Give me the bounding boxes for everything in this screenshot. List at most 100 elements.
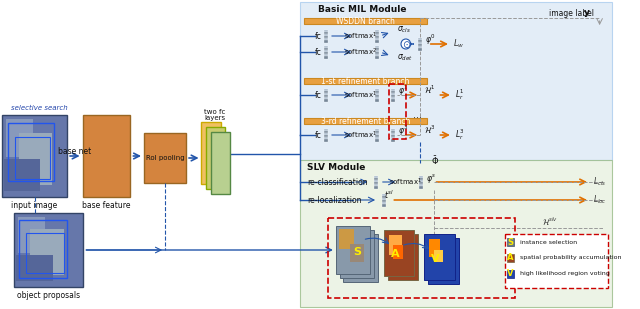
Bar xyxy=(324,45,328,48)
Text: $\varphi^3$: $\varphi^3$ xyxy=(398,124,408,138)
Text: V: V xyxy=(431,254,440,264)
Bar xyxy=(375,56,379,58)
Bar xyxy=(342,233,358,253)
Text: base feature: base feature xyxy=(83,201,131,210)
Text: softmax$^2$: softmax$^2$ xyxy=(344,46,377,58)
Text: selective search: selective search xyxy=(11,105,68,111)
Bar xyxy=(384,230,415,276)
Bar xyxy=(382,204,386,206)
Bar xyxy=(375,95,379,97)
Bar xyxy=(324,99,328,101)
Text: two fc: two fc xyxy=(204,109,225,115)
Bar xyxy=(375,45,379,48)
Bar xyxy=(375,135,379,137)
Text: A: A xyxy=(391,249,399,259)
Bar xyxy=(340,230,374,278)
Bar xyxy=(300,160,612,307)
Bar xyxy=(304,18,427,24)
Bar xyxy=(374,186,378,188)
Text: $\mathbf{y}$: $\mathbf{y}$ xyxy=(583,7,591,19)
Bar xyxy=(419,184,423,186)
Bar xyxy=(504,234,608,288)
Bar xyxy=(375,133,379,135)
Bar xyxy=(419,40,422,42)
Bar xyxy=(8,123,54,181)
Bar xyxy=(382,193,386,196)
Bar xyxy=(324,135,328,137)
Bar xyxy=(382,200,386,202)
Text: 1-st refinement branch: 1-st refinement branch xyxy=(321,77,410,86)
Bar xyxy=(19,133,52,185)
Text: S: S xyxy=(508,238,513,247)
Bar xyxy=(375,40,379,43)
Text: layers: layers xyxy=(204,115,225,121)
Bar xyxy=(211,132,230,194)
Text: softmax$^1$: softmax$^1$ xyxy=(344,129,377,141)
Bar xyxy=(324,133,328,135)
Text: $\mathcal{H}^3$: $\mathcal{H}^3$ xyxy=(424,124,435,136)
Bar xyxy=(374,180,378,182)
Bar xyxy=(339,229,354,249)
Bar xyxy=(16,255,52,281)
Bar xyxy=(144,133,186,183)
Text: WSDDN branch: WSDDN branch xyxy=(336,16,395,26)
Bar xyxy=(419,182,423,184)
Bar xyxy=(324,97,328,99)
Bar xyxy=(354,248,367,266)
Text: $L_{cls}$: $L_{cls}$ xyxy=(593,176,606,188)
Bar xyxy=(375,97,379,99)
Text: $\varphi^1$: $\varphi^1$ xyxy=(398,84,408,98)
Bar xyxy=(419,48,422,50)
Bar xyxy=(375,52,379,54)
Bar xyxy=(324,54,328,56)
Bar xyxy=(336,226,371,274)
Bar xyxy=(304,78,427,84)
Bar xyxy=(375,91,379,93)
Bar xyxy=(433,243,444,261)
Text: 3-rd refinement branch: 3-rd refinement branch xyxy=(321,116,410,125)
Text: input image: input image xyxy=(12,201,58,210)
Bar xyxy=(324,91,328,93)
Bar xyxy=(392,133,396,135)
Bar xyxy=(206,127,225,189)
Bar xyxy=(419,180,423,182)
Bar xyxy=(392,239,406,259)
Bar xyxy=(382,198,386,200)
Bar xyxy=(506,238,514,246)
Text: $\sigma_{cls}$: $\sigma_{cls}$ xyxy=(397,25,411,35)
Bar xyxy=(2,115,67,197)
Bar xyxy=(14,213,83,287)
Bar xyxy=(392,131,396,133)
Bar xyxy=(428,238,459,284)
Bar xyxy=(394,245,403,259)
Bar xyxy=(19,220,67,278)
Bar xyxy=(375,129,379,131)
Text: re-localization: re-localization xyxy=(307,196,362,205)
Text: $\varphi^0$: $\varphi^0$ xyxy=(425,33,436,47)
Bar xyxy=(438,254,447,266)
Text: $L_w$: $L_w$ xyxy=(453,38,464,50)
Bar xyxy=(419,42,422,44)
Text: Basic MIL Module: Basic MIL Module xyxy=(318,5,407,14)
Text: fc: fc xyxy=(315,130,321,139)
Bar xyxy=(324,137,328,139)
Bar xyxy=(324,48,328,50)
Bar xyxy=(202,122,221,184)
Text: softmax$^1$: softmax$^1$ xyxy=(344,89,377,101)
Bar xyxy=(375,139,379,142)
Bar xyxy=(83,115,131,197)
Text: $t^{sl}$: $t^{sl}$ xyxy=(384,189,394,201)
Text: V: V xyxy=(507,269,514,278)
Bar xyxy=(374,176,378,178)
Bar xyxy=(324,129,328,131)
Bar xyxy=(375,36,379,38)
Bar xyxy=(324,52,328,54)
Text: high likelihood region voting: high likelihood region voting xyxy=(518,272,610,277)
Bar xyxy=(324,32,328,34)
Bar xyxy=(419,186,423,188)
Bar xyxy=(304,118,427,124)
Text: $L_r^1$: $L_r^1$ xyxy=(455,87,465,103)
Bar xyxy=(375,34,379,36)
Bar xyxy=(350,244,364,262)
Bar xyxy=(392,99,396,101)
